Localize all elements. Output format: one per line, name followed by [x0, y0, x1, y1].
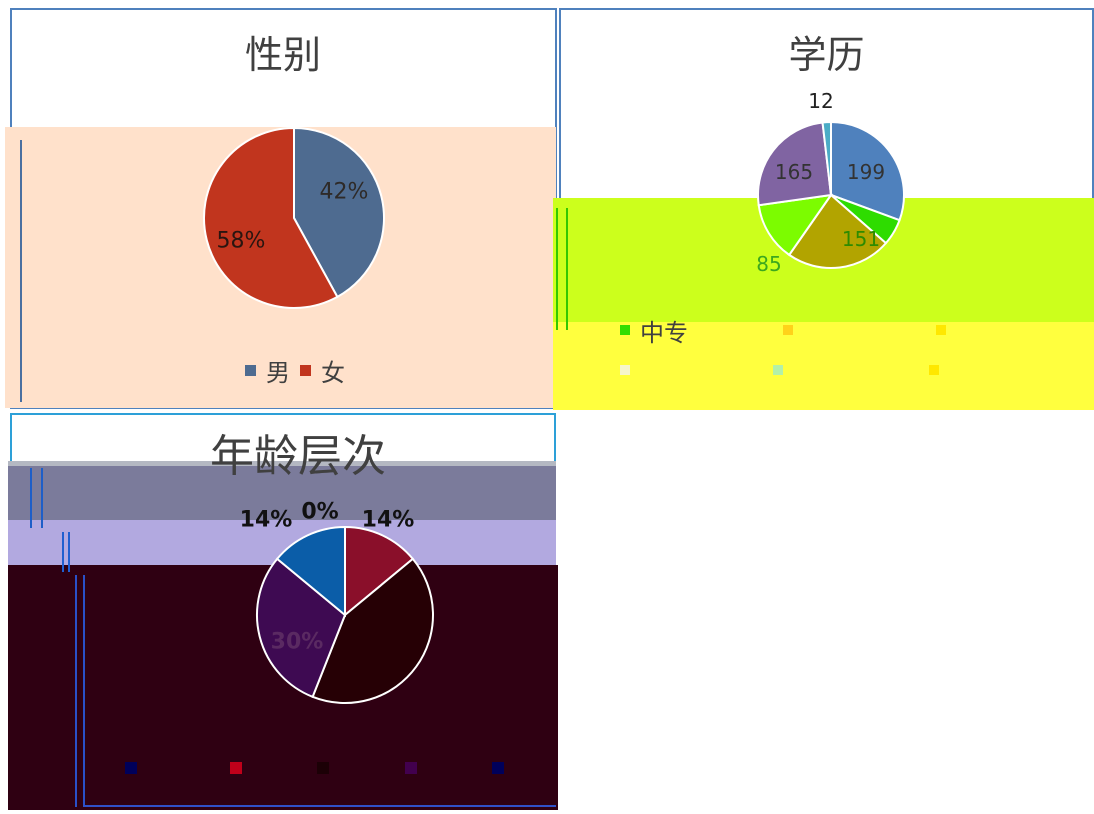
data-label: 30% [271, 630, 324, 655]
legend-marker [230, 762, 242, 774]
pie-slice [787, 193, 888, 269]
data-label: 85 [756, 252, 781, 276]
pie-slice [757, 121, 833, 207]
legend-item [492, 754, 504, 782]
legend-marker [936, 325, 946, 335]
legend-item: 男 [245, 356, 290, 387]
legend-label: 女 [321, 358, 345, 387]
data-label: 0% [301, 500, 338, 525]
data-label: 14% [240, 508, 293, 533]
legend-marker [245, 364, 256, 376]
guide-line [83, 805, 556, 807]
guide-line [41, 468, 43, 528]
legend-marker [300, 364, 311, 376]
legend-item [929, 356, 939, 384]
education-background-band-lower [553, 322, 1094, 410]
pie-slice [344, 525, 415, 618]
legend-label: 中专 [640, 318, 688, 347]
age-background-band-1 [8, 466, 556, 520]
legend-item [125, 754, 137, 782]
legend-item [620, 356, 630, 384]
pie-slice [293, 126, 385, 299]
legend-marker [783, 325, 793, 335]
education-chart-title: 学历 [788, 33, 865, 77]
guide-line [566, 208, 568, 330]
pie-slice [256, 557, 347, 699]
legend-marker [620, 365, 630, 375]
guide-line [83, 575, 85, 807]
guide-line [556, 208, 558, 330]
data-label: 42% [320, 180, 369, 205]
legend-marker [929, 365, 939, 375]
guide-line [68, 532, 70, 572]
data-label: 151 [842, 227, 880, 251]
legend-item [783, 316, 793, 344]
legend-item [405, 754, 417, 782]
pie-slice [203, 126, 339, 309]
legend-marker [773, 365, 783, 375]
guide-line [20, 140, 22, 402]
age-background-strip [8, 461, 556, 466]
education-pie: 199 151 85 165 12 [756, 89, 905, 276]
age-chart-title: 年龄层次 [210, 431, 386, 482]
legend-marker [405, 762, 417, 774]
legend-marker [125, 762, 137, 774]
legend-item [936, 316, 946, 344]
pie-slice [311, 557, 434, 704]
guide-line [30, 468, 32, 528]
age-pie: 0% 14% 30% 14% [240, 500, 434, 704]
legend-marker [317, 762, 329, 774]
legend-marker [620, 325, 630, 335]
legend-marker [492, 762, 504, 774]
gender-chart-title: 性别 [244, 33, 321, 77]
pie-slice [830, 120, 905, 222]
legend-item: 女 [300, 356, 345, 387]
data-label: 58% [217, 229, 266, 254]
data-label: 14% [362, 508, 415, 533]
pie-slice [275, 525, 346, 618]
legend-item [230, 754, 242, 782]
pie-slice [821, 120, 832, 196]
guide-line [75, 575, 77, 807]
legend-item [317, 754, 329, 782]
data-label: 12 [808, 89, 833, 113]
legend-label: 男 [266, 358, 290, 387]
legend-item: 中专 [620, 316, 688, 347]
pie-slice [757, 193, 834, 257]
legend-item [773, 356, 783, 384]
data-label: 199 [847, 160, 885, 184]
guide-line [62, 532, 64, 572]
data-label: 165 [775, 160, 813, 184]
gender-pie: 42% 58% [203, 126, 385, 309]
